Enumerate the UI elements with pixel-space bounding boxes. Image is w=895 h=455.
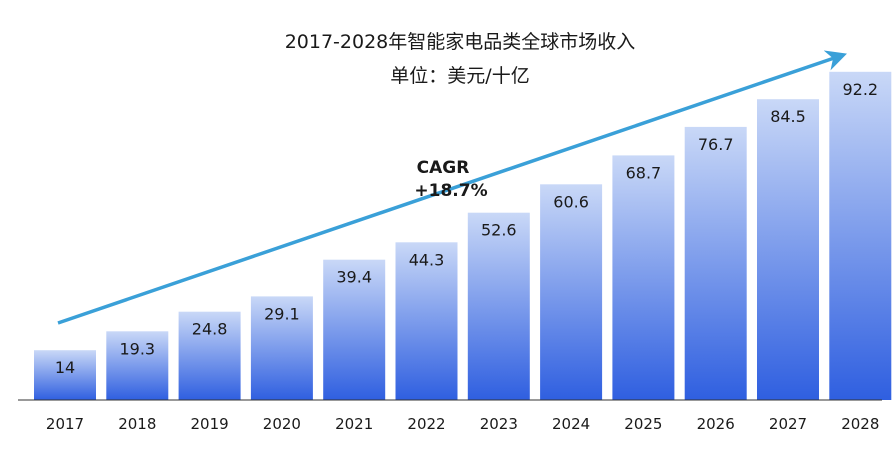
x-tick-label-2028: 2028 (841, 415, 879, 433)
bar-value-label-2024: 60.6 (553, 192, 589, 211)
x-tick-label-2017: 2017 (46, 415, 84, 433)
x-tick-label-2018: 2018 (118, 415, 156, 433)
bar-value-label-2020: 29.1 (264, 304, 300, 323)
x-tick-label-2020: 2020 (263, 415, 301, 433)
bar-2018 (106, 331, 169, 400)
x-tick-label-2024: 2024 (552, 415, 590, 433)
bar-value-label-2018: 19.3 (119, 339, 155, 358)
bar-2026 (684, 126, 747, 401)
bar-value-label-2025: 68.7 (626, 163, 662, 182)
bar-2019 (178, 311, 241, 400)
x-tick-label-2019: 2019 (191, 415, 229, 433)
chart-title: 2017-2028年智能家电品类全球市场收入 (285, 31, 636, 53)
x-tick-label-2027: 2027 (769, 415, 807, 433)
x-tick-label-2022: 2022 (407, 415, 445, 433)
bar-value-label-2021: 39.4 (336, 268, 372, 287)
bar-2024 (540, 184, 603, 400)
x-tick-label-2026: 2026 (697, 415, 735, 433)
bar-2028 (829, 71, 892, 401)
bar-value-label-2022: 44.3 (409, 250, 445, 269)
bar-value-label-2027: 84.5 (770, 107, 806, 126)
bar-value-label-2028: 92.2 (842, 80, 878, 99)
bars (34, 71, 892, 401)
bar-2020 (250, 296, 313, 400)
chart-subtitle: 单位：美元/十亿 (390, 65, 529, 87)
bar-value-label-2017: 14 (55, 358, 75, 377)
bar-value-label-2026: 76.7 (698, 135, 734, 154)
bar-2021 (323, 259, 386, 400)
bar-value-label-2023: 52.6 (481, 221, 517, 240)
x-tick-label-2025: 2025 (624, 415, 662, 433)
bar-value-label-2019: 24.8 (192, 320, 228, 339)
cagr-trend-arrow (57, 50, 847, 325)
bar-2027 (757, 99, 819, 400)
cagr-value: +18.7% (414, 181, 487, 201)
cagr-label: CAGR (417, 158, 470, 178)
bar-labels: 14 19.3 24.8 29.1 39.4 44.3 52.6 60.6 68.7 76.7 84… (55, 80, 878, 377)
x-tick-label-2023: 2023 (480, 415, 518, 433)
bar-2023 (467, 212, 530, 400)
x-tick-label-2021: 2021 (335, 415, 373, 433)
bar-2017 (34, 350, 96, 400)
bar-2022 (395, 242, 458, 400)
x-tick-labels: 2017 2018 2019 2020 2021 2022 2023 2024 2025 2026… (46, 415, 879, 433)
bar-2025 (612, 155, 675, 400)
